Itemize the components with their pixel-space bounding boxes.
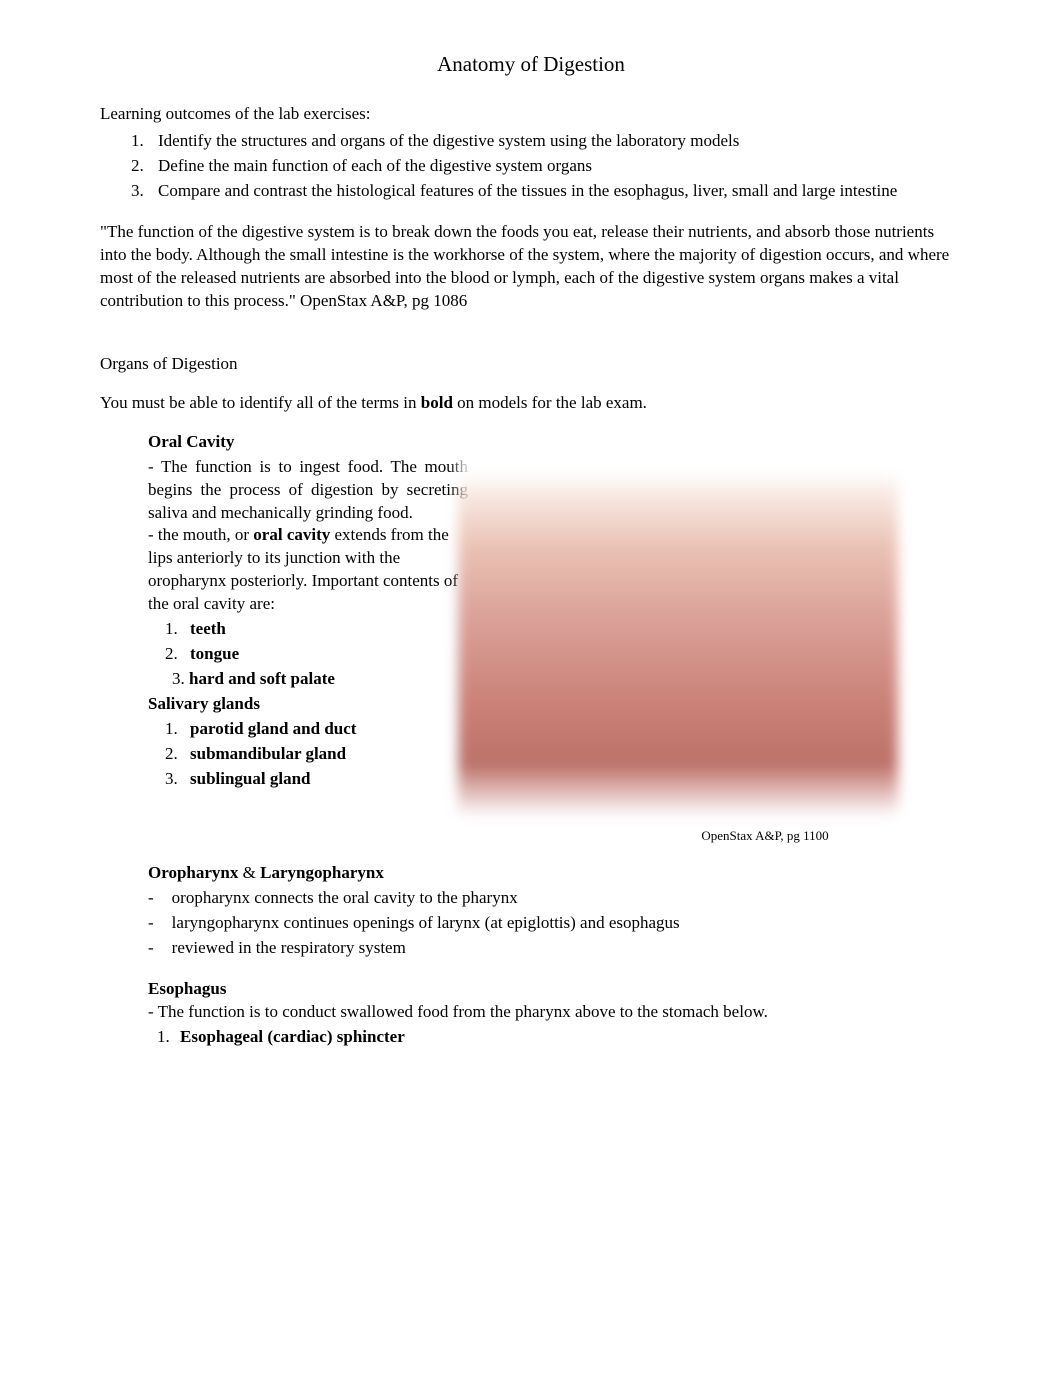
esophageal-sphincter-term: Esophageal (cardiac) sphincter (180, 1027, 405, 1046)
oral-cavity-row: Oral Cavity - The function is to ingest … (148, 431, 962, 845)
salivary-glands-diagram (458, 441, 898, 821)
oropharynx-item-text: laryngopharynx continues openings of lar… (172, 913, 680, 932)
oral-cavity-term: oral cavity (253, 525, 330, 544)
identify-post: on models for the lab exam. (453, 393, 647, 412)
salivary-heading: Salivary glands (148, 693, 468, 716)
oral-para2-pre: - the mouth, or (148, 525, 253, 544)
esophagus-text: - The function is to conduct swallowed f… (148, 1001, 962, 1024)
oral-item: 3. hard and soft palate (164, 668, 468, 691)
oral-contents-list: teeth tongue 3. hard and soft palate (182, 618, 468, 691)
image-caption: OpenStax A&P, pg 1100 (568, 827, 962, 845)
outcome-item: Define the main function of each of the … (148, 155, 962, 178)
outcomes-list: Identify the structures and organs of th… (148, 130, 962, 203)
intro-quote: "The function of the digestive system is… (100, 221, 962, 313)
esophagus-section: Esophagus - The function is to conduct s… (148, 978, 962, 1049)
oral-item: teeth (182, 618, 468, 641)
oral-para-2: - the mouth, or oral cavity extends from… (148, 524, 468, 616)
oropharynx-heading: Oropharynx & Laryngopharynx (148, 862, 962, 885)
organs-heading: Organs of Digestion (100, 353, 962, 376)
salivary-item: parotid gland and duct (182, 718, 468, 741)
oral-cavity-heading: Oral Cavity (148, 431, 468, 454)
oral-cavity-heading-text: Oral Cavity (148, 432, 234, 451)
learning-outcomes-heading: Learning outcomes of the lab exercises: (100, 103, 962, 126)
oropharynx-item: oropharynx connects the oral cavity to t… (148, 887, 962, 910)
oropharynx-item: laryngopharynx continues openings of lar… (148, 912, 962, 935)
identify-pre: You must be able to identify all of the … (100, 393, 421, 412)
esophagus-term: Esophagus (148, 979, 226, 998)
oropharynx-section: Oropharynx & Laryngopharynx oropharynx c… (148, 862, 962, 960)
oropharynx-item-text: reviewed in the respiratory system (172, 938, 406, 957)
tongue-term: tongue (190, 644, 239, 663)
esophagus-list: Esophageal (cardiac) sphincter (174, 1026, 962, 1049)
oropharynx-list: oropharynx connects the oral cavity to t… (148, 887, 962, 960)
palate-term: hard and soft palate (189, 669, 335, 688)
oral-para-1: - The function is to ingest food. The mo… (148, 456, 468, 525)
oropharynx-item-text: oropharynx connects the oral cavity to t… (172, 888, 518, 907)
oropharynx-amp: & (238, 863, 260, 882)
oral-item: tongue (182, 643, 468, 666)
outcome-item: Identify the structures and organs of th… (148, 130, 962, 153)
identify-instruction: You must be able to identify all of the … (100, 392, 962, 415)
salivary-heading-text: Salivary glands (148, 694, 260, 713)
esophagus-item: Esophageal (cardiac) sphincter (174, 1026, 962, 1049)
laryngopharynx-term: Laryngopharynx (260, 863, 384, 882)
submandibular-term: submandibular gland (190, 744, 346, 763)
oropharynx-item: reviewed in the respiratory system (148, 937, 962, 960)
salivary-list: parotid gland and duct submandibular gla… (182, 718, 468, 791)
salivary-item: sublingual gland (182, 768, 468, 791)
identify-bold: bold (421, 393, 453, 412)
outcome-item: Compare and contrast the histological fe… (148, 180, 962, 203)
page-title: Anatomy of Digestion (100, 50, 962, 78)
anatomy-image-column: OpenStax A&P, pg 1100 (488, 431, 962, 845)
esophagus-heading: Esophagus (148, 978, 962, 1001)
oral-cavity-text-column: Oral Cavity - The function is to ingest … (148, 431, 468, 845)
salivary-item: submandibular gland (182, 743, 468, 766)
sublingual-term: sublingual gland (190, 769, 311, 788)
oropharynx-term: Oropharynx (148, 863, 238, 882)
teeth-term: teeth (190, 619, 226, 638)
parotid-term: parotid gland and duct (190, 719, 356, 738)
